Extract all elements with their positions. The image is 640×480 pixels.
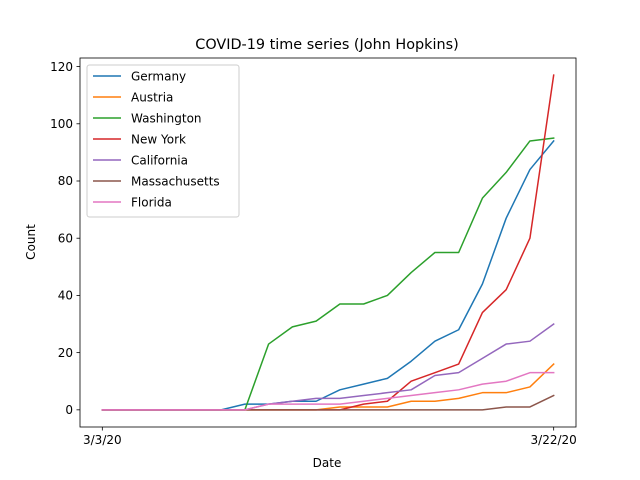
y-tick-label: 20 bbox=[58, 346, 73, 360]
x-tick-label: 3/22/20 bbox=[531, 433, 577, 447]
plot-frame bbox=[79, 57, 577, 428]
legend-entry: Florida bbox=[131, 195, 172, 209]
x-tick-label: 3/3/20 bbox=[83, 433, 122, 447]
y-tick-label: 80 bbox=[58, 174, 73, 188]
y-tick-label: 100 bbox=[50, 117, 73, 131]
y-axis-label: Count bbox=[24, 224, 38, 260]
legend-entry: Washington bbox=[131, 111, 202, 125]
legend-entry: New York bbox=[131, 132, 186, 146]
series-line-california bbox=[101, 322, 555, 411]
legend-entry: California bbox=[131, 153, 188, 167]
x-axis-label: Date bbox=[313, 456, 342, 470]
legend-entry: Austria bbox=[131, 90, 173, 104]
chart-title: COVID-19 time series (John Hopkins) bbox=[195, 37, 458, 53]
series-line-florida bbox=[101, 371, 555, 411]
series-line-austria bbox=[101, 363, 555, 411]
y-tick-label: 0 bbox=[65, 403, 73, 417]
y-tick-label: 120 bbox=[50, 60, 73, 74]
series-layer bbox=[101, 74, 555, 411]
legend: Germany Austria Washington New York Californ… bbox=[86, 64, 240, 218]
legend-entry: Germany bbox=[131, 69, 186, 83]
y-tick-label: 60 bbox=[58, 231, 73, 245]
y-tick-label: 40 bbox=[58, 289, 73, 303]
legend-entry: Massachusetts bbox=[131, 174, 220, 188]
legend-frame bbox=[86, 64, 240, 218]
axes-layer: 0 20 40 60 80 100 120 3/3/20 3/22/20 bbox=[50, 57, 577, 447]
